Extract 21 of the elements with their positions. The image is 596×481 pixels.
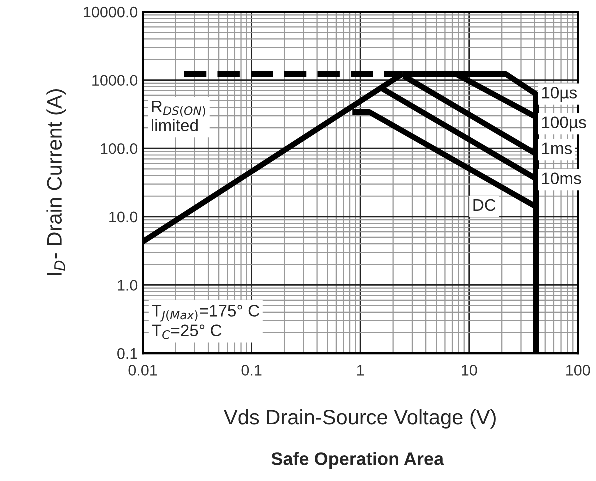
y-tick-label: 1000.0 [92, 75, 138, 86]
y-tick-label: 10000.0 [84, 6, 138, 18]
annotation: 1ms [542, 142, 572, 154]
annotation: R$_{DS(ON)}$ limited [152, 101, 206, 132]
x-axis-title: Vds Drain-Source Voltage (V) [224, 409, 496, 429]
x-tick-label: 10 [462, 365, 478, 376]
x-tick-label: 0.01 [128, 365, 158, 376]
y-tick-label: 100.0 [101, 143, 138, 154]
y-tick-label: 0.1 [118, 348, 138, 360]
annotation: 10µs [542, 87, 578, 102]
x-tick-label: 0.1 [242, 365, 262, 376]
annotation: 100µs [542, 116, 586, 132]
x-tick-label: 100 [566, 365, 590, 376]
text: T$_{J(Max)}$=175° C T$_{C}$=25° C [152, 305, 260, 340]
y-tick-label: 10.0 [110, 212, 138, 223]
y-axis-title: I$_{D}$- Drain Current (A) [46, 90, 66, 276]
annotation: 10ms [542, 172, 582, 185]
y-tick-label: 1.0 [118, 280, 138, 291]
annotation: DC [474, 199, 496, 212]
x-tick-label: 1 [357, 365, 364, 376]
text: Safe Operation Area [272, 452, 444, 469]
